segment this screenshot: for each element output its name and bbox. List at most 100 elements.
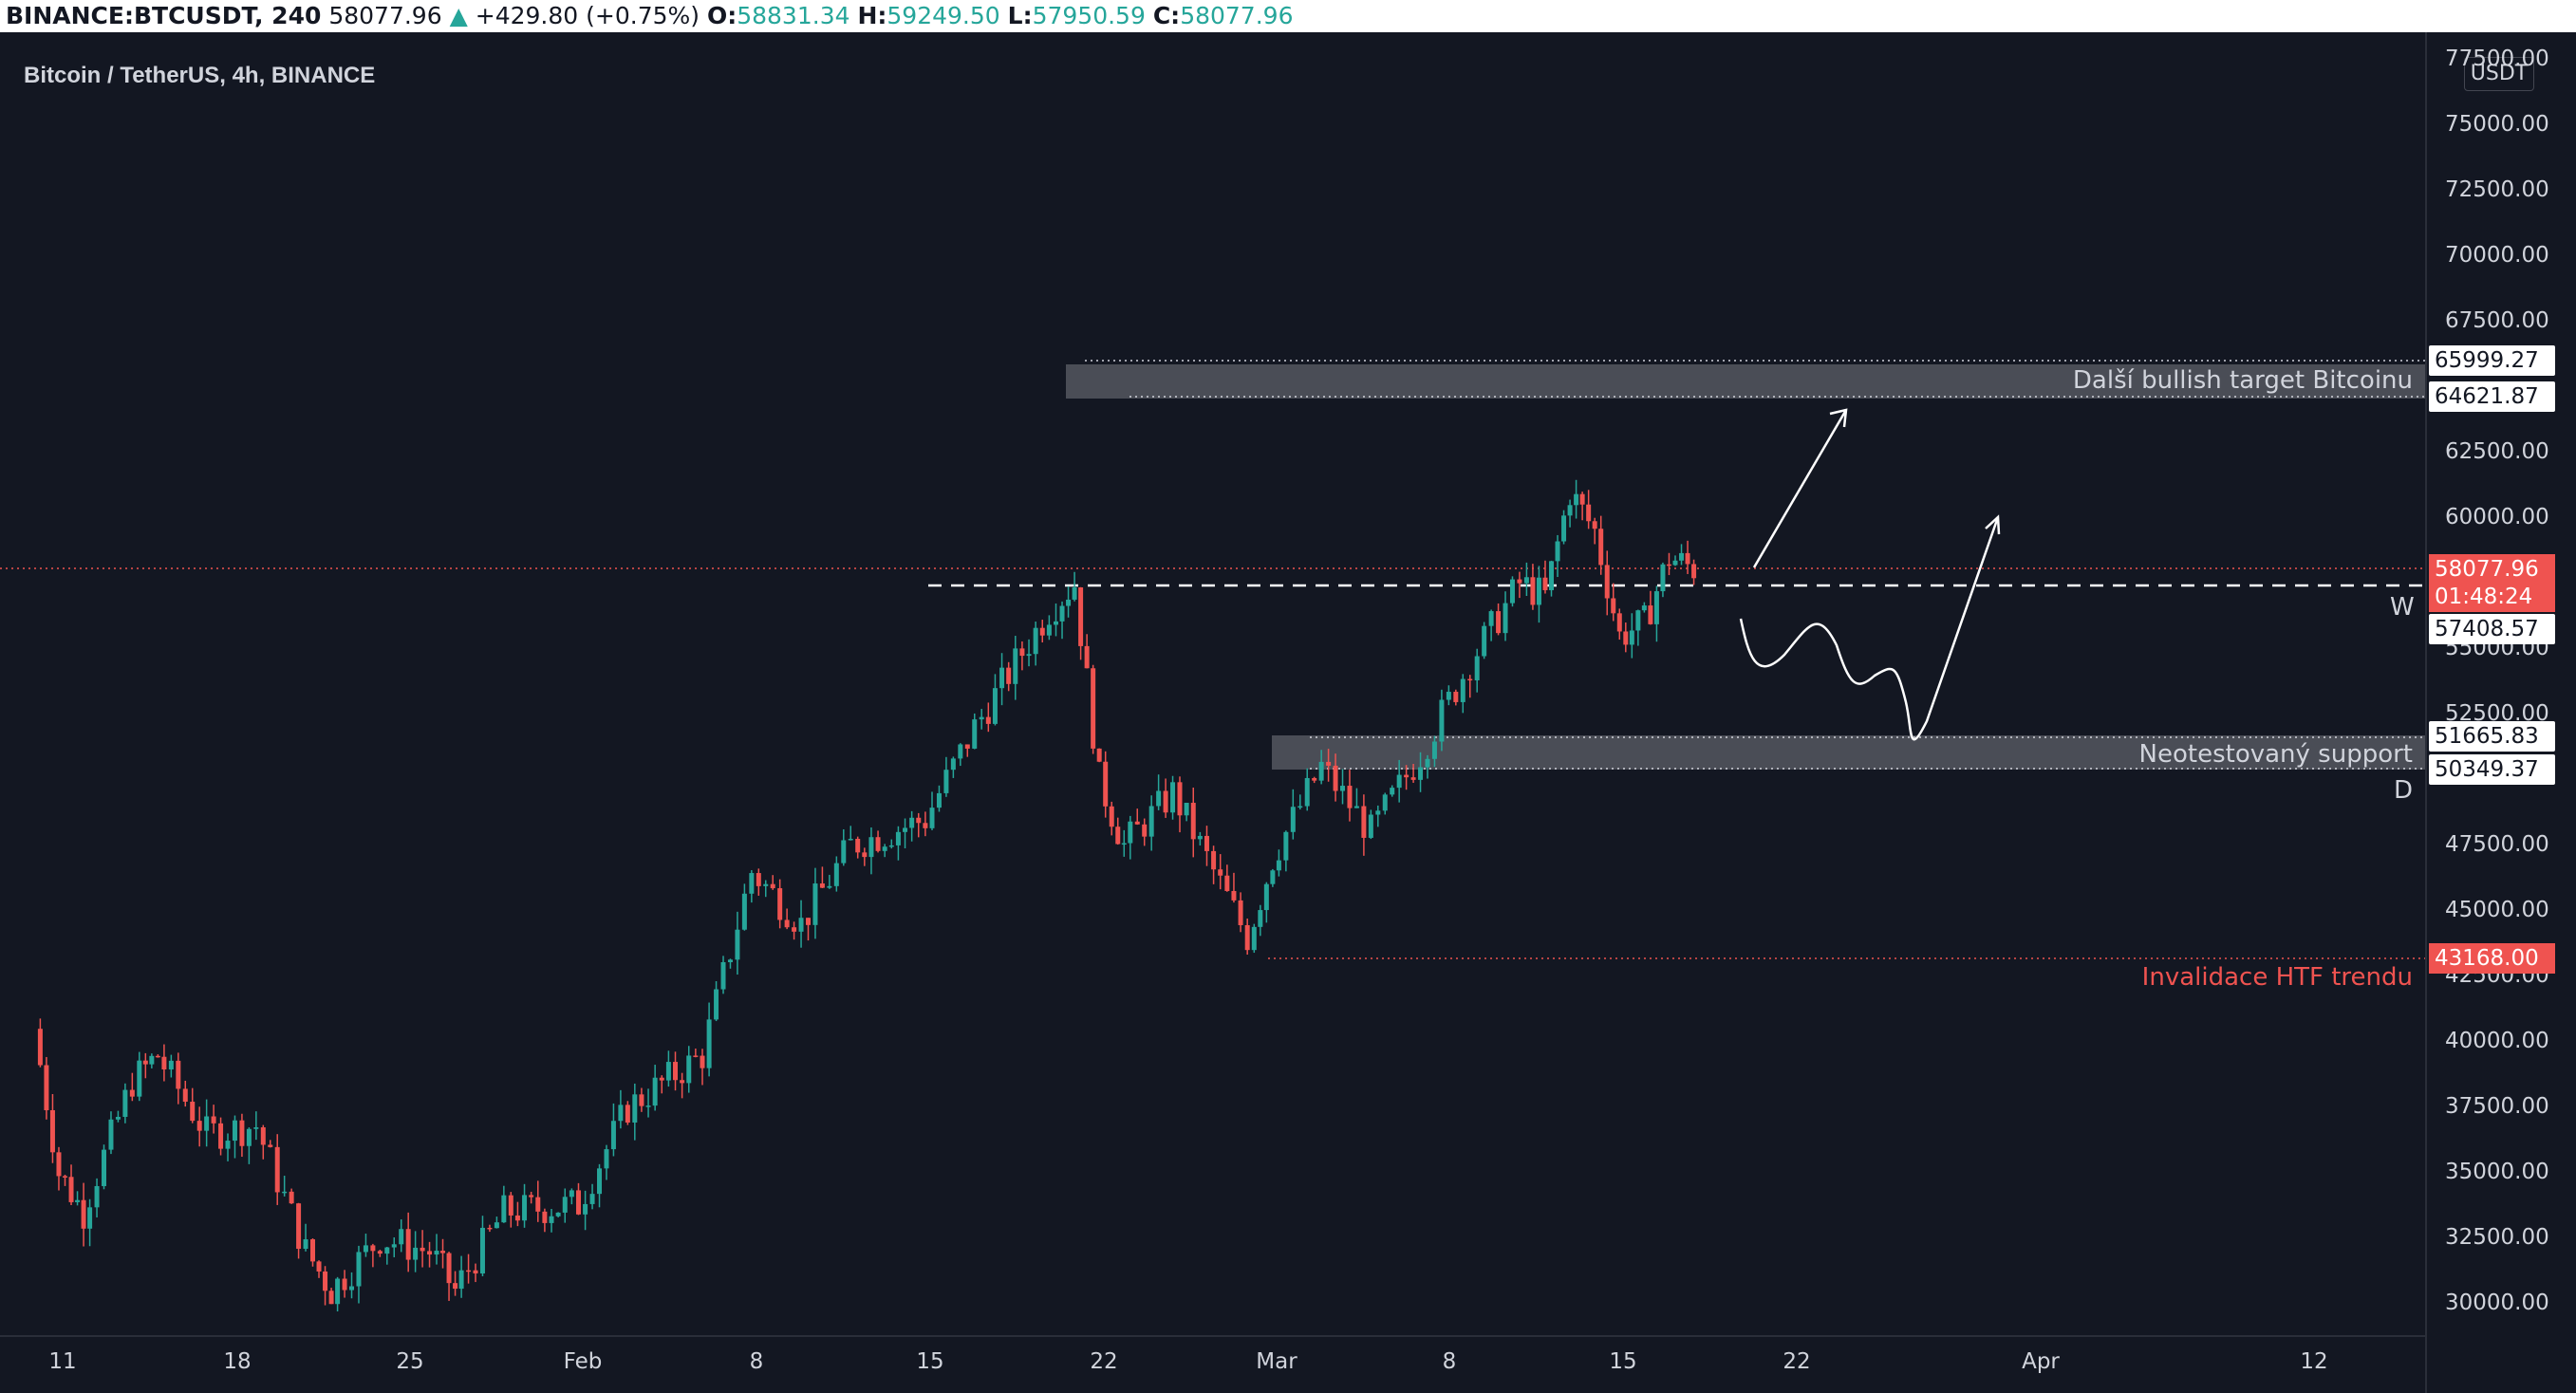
candle-body	[1304, 777, 1310, 807]
price-tick-label: 37500.00	[2445, 1094, 2549, 1119]
candle-body	[923, 823, 928, 828]
price-tick-label: 35000.00	[2445, 1160, 2549, 1184]
price-tick-label: 75000.00	[2445, 112, 2549, 137]
candle-body	[625, 1105, 630, 1123]
candle-body	[1033, 627, 1038, 655]
candle-body	[466, 1270, 472, 1272]
candle-body	[384, 1247, 390, 1254]
candle-body	[1530, 577, 1536, 605]
candle-body	[770, 883, 775, 889]
candle-body	[129, 1089, 135, 1097]
candle-body	[888, 845, 894, 847]
candle-body	[841, 840, 847, 864]
candle-body	[1536, 577, 1541, 605]
candle-body	[680, 1080, 685, 1084]
support-bottom-tag: 50349.37	[2429, 754, 2555, 785]
candle-body	[218, 1123, 224, 1149]
candle-body	[1231, 890, 1237, 901]
candle-body	[1224, 875, 1230, 891]
candle-body	[370, 1245, 376, 1252]
price-tick-label: 40000.00	[2445, 1029, 2549, 1053]
candle-body	[176, 1060, 181, 1089]
candle-body	[349, 1286, 355, 1291]
candle-body	[1170, 782, 1176, 813]
candle-body	[999, 667, 1005, 689]
alternative-path	[1739, 516, 2000, 741]
candle-body	[1453, 692, 1459, 702]
candle-body	[196, 1121, 202, 1131]
candle-body	[972, 719, 978, 749]
candle-body	[473, 1270, 478, 1274]
price-tick-label: 47500.00	[2445, 832, 2549, 857]
candle-body	[848, 838, 853, 841]
w-marker: W	[2390, 593, 2415, 622]
candle-body	[632, 1094, 638, 1123]
candle-body	[1567, 505, 1573, 516]
candle-body	[310, 1239, 315, 1262]
candle-body	[1059, 605, 1065, 622]
candle-body	[756, 873, 761, 886]
candle-body	[420, 1247, 425, 1252]
candle-body	[1574, 493, 1579, 506]
candle-body	[122, 1089, 128, 1118]
candle-body	[446, 1253, 452, 1284]
candle-body	[427, 1251, 433, 1255]
candle-body	[1142, 824, 1148, 837]
candle-body	[1653, 591, 1659, 624]
candle-body	[108, 1119, 114, 1150]
candle-body	[399, 1229, 404, 1245]
candles	[37, 479, 1697, 1312]
candle-body	[1611, 598, 1616, 614]
candle-body	[1270, 870, 1276, 884]
candle-body	[1604, 565, 1610, 599]
candle-body	[992, 688, 998, 724]
candle-body	[1431, 741, 1437, 759]
candle-body	[522, 1195, 528, 1221]
candle-body	[589, 1194, 595, 1204]
candle-body	[903, 827, 908, 832]
candle-body	[1148, 806, 1154, 837]
candle-body	[68, 1177, 74, 1202]
alternative-arrowhead	[1985, 514, 2001, 535]
candle-body	[1561, 515, 1567, 542]
candle-body	[1026, 654, 1032, 657]
candle-body	[529, 1195, 534, 1198]
candle-body	[875, 837, 881, 851]
candle-body	[1276, 860, 1281, 871]
candle-body	[855, 838, 861, 853]
candle-body	[1592, 521, 1597, 529]
currency-button[interactable]: USDT	[2464, 57, 2534, 91]
candle-body	[1623, 631, 1629, 645]
candle-body	[714, 989, 719, 1020]
candle-body	[1128, 821, 1133, 844]
candle-body	[63, 1176, 67, 1178]
candle-body	[1347, 786, 1353, 808]
countdown-tag: 01:48:24	[2429, 582, 2555, 612]
candle-body	[1382, 794, 1388, 811]
candle-body	[1616, 613, 1622, 632]
candle-body	[1066, 599, 1072, 606]
candle-body	[1297, 806, 1303, 808]
candle-body	[1039, 627, 1045, 636]
candle-body	[895, 831, 901, 845]
candle-body	[260, 1127, 266, 1145]
candle-body	[1238, 900, 1243, 925]
candle-body	[494, 1222, 499, 1229]
support-zone-label: Neotestovaný support	[2138, 740, 2413, 769]
candle-body	[87, 1207, 93, 1229]
candle-body	[833, 863, 839, 886]
candle-body	[1672, 560, 1678, 566]
symbol-label[interactable]: BINANCE:BTCUSDT, 240	[6, 2, 322, 29]
candle-body	[405, 1229, 411, 1260]
time-tick-label: 12	[2300, 1349, 2328, 1374]
candle-body	[1685, 552, 1690, 565]
candle-body	[1318, 761, 1324, 781]
candle-body	[1666, 564, 1671, 566]
candle-body	[555, 1212, 561, 1217]
candle-body	[1446, 692, 1451, 700]
candle-body	[182, 1088, 188, 1103]
candle-body	[652, 1077, 658, 1106]
candle-body	[929, 808, 935, 828]
candle-body	[501, 1195, 507, 1223]
